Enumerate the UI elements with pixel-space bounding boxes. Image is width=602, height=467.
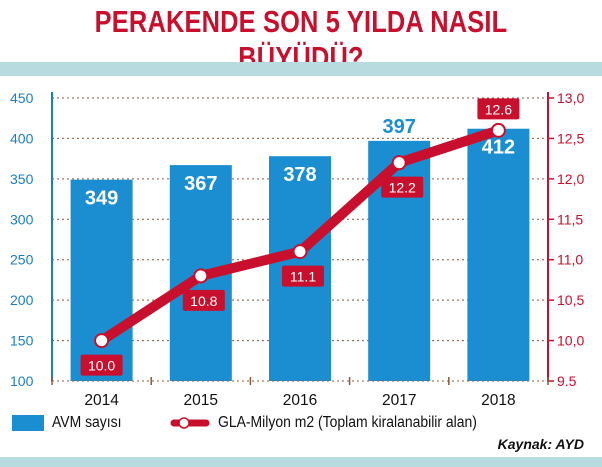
gla-point (292, 244, 308, 260)
gla-point-label: 11.1 (290, 269, 316, 285)
gla-label-box (80, 354, 123, 376)
legend-avm-label: AVM sayısı (52, 414, 122, 431)
left-tick-label: 300 (10, 211, 34, 227)
top-band (0, 62, 602, 76)
gla-label-box (282, 265, 324, 287)
legend-avm: AVM sayısı (12, 413, 129, 433)
x-tick-label: 2017 (382, 392, 416, 409)
left-tick-label: 450 (10, 90, 34, 106)
axes: 100 150 200 250 300 350 400 450 9.5 10,0 10,5 11,0 1… (10, 90, 584, 409)
gla-point (94, 333, 110, 349)
gla-point-label: 12.6 (485, 101, 512, 117)
right-tick-label: 11,0 (557, 252, 583, 268)
right-tick-label: 9.5 (557, 373, 577, 389)
x-tick-label: 2016 (283, 392, 317, 409)
x-tick-label: 2015 (184, 392, 218, 409)
gla-points (94, 122, 506, 349)
gla-point-label: 12.2 (389, 180, 416, 196)
x-tick-label: 2018 (481, 392, 515, 409)
right-tick-label: 10,0 (557, 333, 584, 349)
avm-bar-label: 412 (482, 137, 515, 159)
legend-gla-label: GLA-Milyon m2 (Toplam kiralanabilir alan… (218, 414, 477, 431)
gla-point-label: 10.8 (190, 293, 217, 309)
source-note: Kaynak: AYD (497, 436, 584, 452)
avm-bar (70, 179, 133, 381)
right-tick-label: 13,0 (557, 90, 584, 106)
chart-title: PERAKENDE SON 5 YILDA NASIL BÜYÜDÜ? (94, 4, 508, 75)
gla-point-label: 10.0 (88, 358, 115, 374)
left-tick-label: 250 (10, 252, 34, 268)
bars (70, 128, 530, 381)
gla-label-box (182, 289, 225, 311)
line-labels: 10.0 10.8 11.1 12.2 12.6 (80, 98, 520, 376)
legend-gla: GLA-Milyon m2 (Toplam kiralanabilir alan… (170, 413, 506, 433)
avm-bar (467, 128, 530, 381)
gla-label-box (477, 98, 520, 120)
gla-point (490, 122, 506, 138)
avm-bar-label: 367 (184, 173, 217, 195)
right-tick-label: 12,5 (557, 130, 584, 146)
right-tick-label: 12,0 (557, 171, 584, 187)
right-tick-label: 11,5 (557, 211, 583, 227)
gla-point (391, 155, 407, 171)
avm-bar-label: 378 (283, 164, 316, 186)
left-tick-label: 350 (10, 171, 34, 187)
legend-line-swatch (170, 417, 210, 429)
avm-bar-label: 397 (383, 116, 416, 138)
legend-bar-swatch (12, 415, 44, 431)
left-tick-label: 100 (10, 373, 34, 389)
gla-label-box (381, 176, 424, 198)
bar-labels: 349 367 378 397 412 (85, 116, 515, 210)
bottom-band (0, 457, 602, 467)
left-tick-label: 200 (10, 292, 34, 308)
left-tick-label: 400 (10, 130, 34, 146)
avm-bar-label: 349 (85, 188, 118, 210)
gla-point (193, 268, 209, 284)
left-tick-label: 150 (10, 333, 34, 349)
x-tick-label: 2014 (84, 392, 119, 409)
right-tick-label: 10,5 (557, 292, 584, 308)
